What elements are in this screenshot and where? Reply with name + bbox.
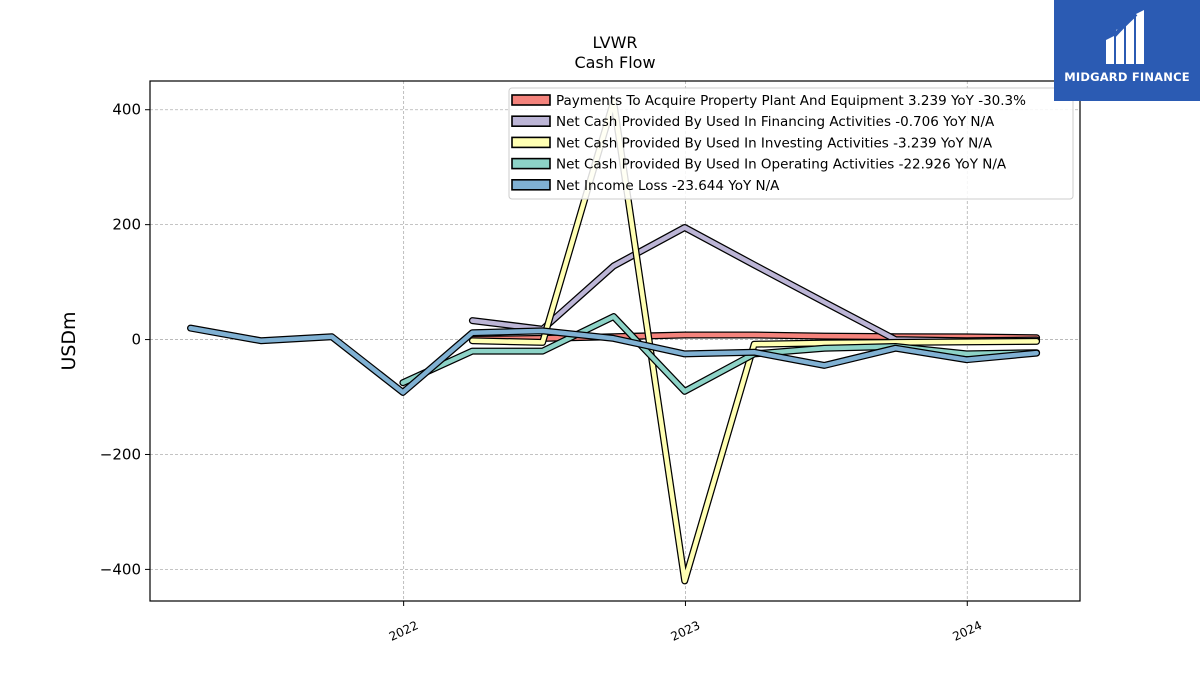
legend-label: Net Income Loss -23.644 YoY N/A bbox=[556, 178, 780, 194]
y-tick-label: −200 bbox=[100, 445, 141, 463]
legend-box bbox=[508, 87, 1074, 200]
legend-label: Net Cash Provided By Used In Operating A… bbox=[556, 157, 1007, 173]
y-tick-label: 0 bbox=[131, 331, 141, 349]
legend: Payments To Acquire Property Plant And E… bbox=[508, 87, 1074, 200]
y-tick-label: 200 bbox=[112, 216, 141, 234]
logo-text: MIDGARD FINANCE bbox=[1064, 70, 1190, 84]
plot-frame bbox=[149, 80, 1081, 602]
y-axis-label: USDm bbox=[58, 311, 80, 370]
y-tick-label: −400 bbox=[100, 560, 141, 578]
legend-swatch bbox=[511, 157, 551, 170]
legend-label: Net Cash Provided By Used In Investing A… bbox=[556, 135, 993, 151]
legend-label: Net Cash Provided By Used In Financing A… bbox=[556, 114, 995, 130]
x-tick-label: 2023 bbox=[669, 618, 703, 644]
chart-title: LVWR bbox=[592, 33, 637, 52]
legend-swatch bbox=[511, 179, 551, 191]
series-lines bbox=[187, 97, 1041, 585]
series-line bbox=[400, 314, 1039, 394]
midgard-finance-logo: MIDGARD FINANCE bbox=[1054, 0, 1200, 101]
x-tick-label: 2024 bbox=[950, 618, 984, 644]
axes: 400 200 0 −200 −400 2022 2023 2024 bbox=[100, 101, 984, 644]
legend-swatch bbox=[511, 136, 551, 149]
y-tick-label: 400 bbox=[112, 101, 141, 119]
chart-subtitle: Cash Flow bbox=[574, 53, 655, 72]
legend-label: Payments To Acquire Property Plant And E… bbox=[556, 93, 1026, 109]
legend-swatch bbox=[511, 115, 551, 127]
series-line bbox=[470, 98, 1039, 584]
x-tick-label: 2022 bbox=[387, 618, 421, 644]
logo-mark-icon bbox=[1106, 10, 1144, 64]
legend-swatch bbox=[511, 94, 551, 106]
series-line bbox=[188, 325, 1039, 395]
